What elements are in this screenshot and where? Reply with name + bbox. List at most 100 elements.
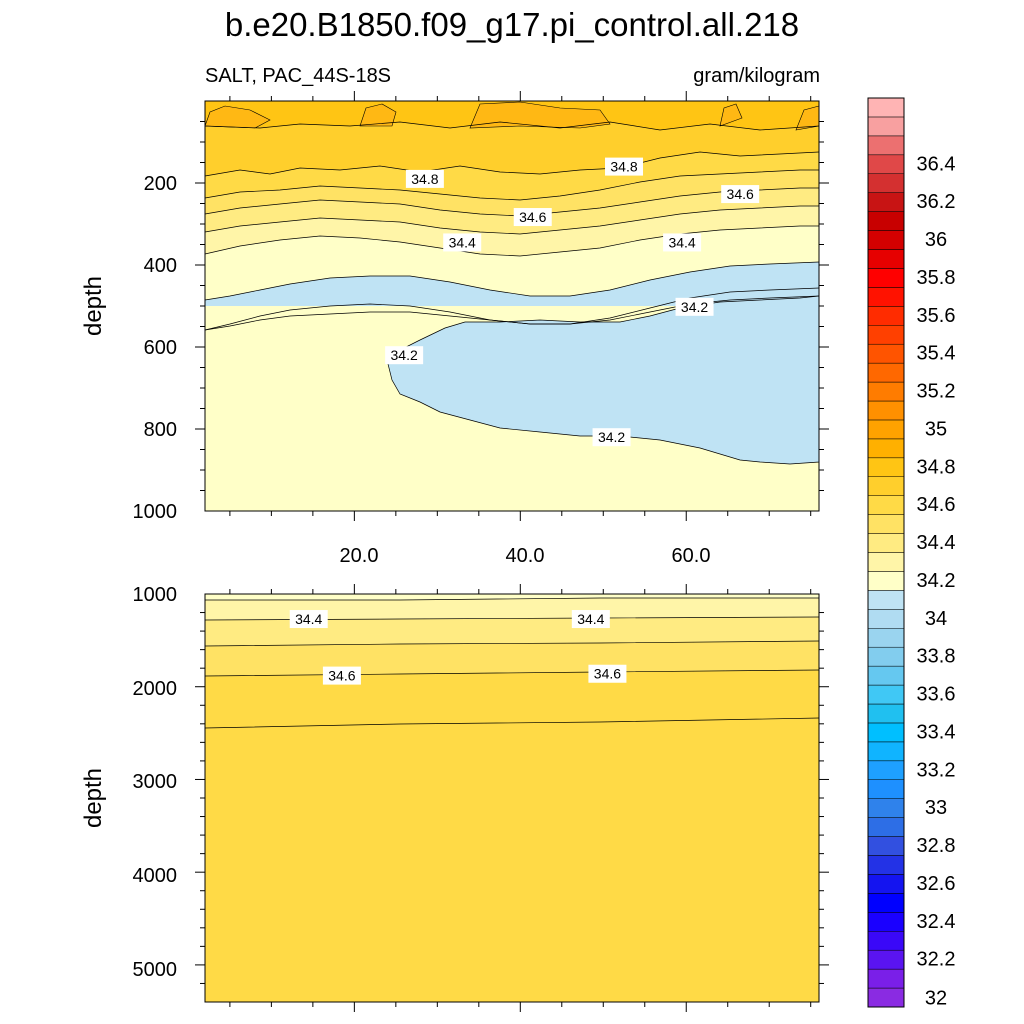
- colorbar-box: [867, 949, 905, 970]
- contour-label: 34.4: [443, 233, 482, 252]
- contour-label-text: 34.2: [391, 347, 418, 363]
- contour-label-text: 34.6: [519, 209, 546, 225]
- colorbar-box: [867, 760, 905, 780]
- colorbar-label: 32: [925, 988, 947, 1010]
- colorbar-box: [867, 135, 905, 156]
- colorbar-box: [867, 154, 905, 174]
- contour-label: 34.2: [385, 346, 424, 365]
- colorbar-box: [867, 703, 905, 724]
- colorbar-label: 35.8: [917, 267, 956, 289]
- contour-line: [204, 205, 819, 235]
- contour-line: [205, 597, 819, 601]
- contour-label-text: 34.4: [577, 611, 604, 627]
- colorbar: 32 32.2 32.4 32.6 32.8 33 33.2 33.4 33.6 33.8 34 34…: [867, 97, 956, 1010]
- colorbar-box: [867, 514, 905, 534]
- colorbar-boxes: [867, 97, 905, 1008]
- colorbar-box: [867, 931, 905, 951]
- contour-label: 34.8: [405, 169, 444, 188]
- contour-label: 34.4: [663, 233, 702, 252]
- upper-y-tick-label: 800: [144, 419, 177, 441]
- upper-y-tick-labels: 200 400 600 800 1000: [133, 173, 178, 523]
- lower-y-tick-label: 3000: [133, 771, 178, 793]
- contour-label-text: 34.2: [598, 429, 625, 445]
- colorbar-box: [867, 268, 905, 288]
- variable-label: SALT, PAC_44S-18S: [205, 65, 391, 87]
- contour-line: [204, 169, 819, 201]
- fill-pocket: [469, 101, 611, 129]
- colorbar-label: 36.2: [917, 191, 956, 213]
- lower-y-tick-label: 1000: [133, 584, 178, 606]
- contour-label: 34.6: [322, 666, 361, 685]
- colorbar-box: [867, 400, 905, 421]
- lower-y-tick-labels: 1000 2000 3000 4000 5000: [133, 584, 178, 981]
- upper-y-tick-label: 200: [144, 173, 177, 195]
- fill-band: [205, 594, 819, 600]
- colorbar-box: [867, 968, 905, 989]
- colorbar-label: 34: [925, 608, 947, 630]
- contour-label-text: 34.4: [295, 611, 322, 627]
- colorbar-box: [867, 665, 905, 686]
- colorbar-labels: 32 32.2 32.4 32.6 32.8 33 33.2 33.4 33.6 33.8 34 34…: [917, 153, 956, 1009]
- upper-panel-fills: [204, 101, 820, 511]
- contour-line: [204, 225, 819, 257]
- colorbar-box: [867, 912, 905, 932]
- colorbar-box: [867, 609, 905, 629]
- colorbar-label: 35.4: [917, 343, 956, 365]
- colorbar-box: [867, 646, 905, 667]
- upper-y-tick-label: 600: [144, 337, 177, 359]
- colorbar-label: 32.6: [917, 873, 956, 895]
- contour-label: 34.4: [289, 610, 328, 629]
- chart-title: b.e20.B1850.f09_g17.pi_control.all.218: [225, 6, 799, 43]
- colorbar-box: [867, 362, 905, 383]
- colorbar-box: [867, 893, 905, 913]
- contour-line: [204, 261, 820, 301]
- colorbar-box: [867, 173, 905, 193]
- contour-label-text: 34.4: [449, 234, 476, 250]
- upper-panel-contour-labels: 34.8 34.8 34.6 34.6 34.4 34.4 34.2 34.2 34.2: [385, 157, 760, 447]
- lower-panel-fills: [205, 594, 819, 1002]
- colorbar-box: [867, 741, 905, 762]
- contour-label-text: 34.6: [594, 666, 621, 682]
- contour-label-text: 34.6: [328, 668, 355, 684]
- contour-label: 34.6: [588, 664, 627, 683]
- colorbar-box: [867, 552, 905, 572]
- colorbar-box: [867, 116, 905, 137]
- colorbar-box: [867, 987, 905, 1008]
- colorbar-label: 32.2: [917, 949, 956, 971]
- colorbar-box: [867, 874, 905, 894]
- contour-label-text: 34.4: [668, 234, 695, 250]
- colorbar-label: 34.4: [917, 532, 956, 554]
- colorbar-box: [867, 287, 905, 307]
- contour-line: [204, 669, 820, 677]
- colorbar-box: [867, 817, 905, 837]
- colorbar-label: 33.2: [917, 759, 956, 781]
- colorbar-box: [867, 495, 905, 515]
- contour-label-text: 34.8: [411, 171, 438, 187]
- lower-panel-contour-labels: 34.4 34.4 34.6 34.6: [289, 610, 627, 685]
- upper-y-tick-label: 400: [144, 255, 177, 277]
- colorbar-box: [867, 836, 905, 856]
- contour-label: 34.6: [513, 208, 552, 227]
- contour-label: 34.8: [605, 157, 644, 176]
- fill-band: [205, 594, 819, 620]
- contour-label-text: 34.8: [610, 159, 637, 175]
- upper-panel-ticks: [195, 91, 829, 521]
- colorbar-box: [867, 779, 905, 799]
- colorbar-label: 32.4: [917, 911, 956, 933]
- contour-line: [204, 717, 820, 729]
- colorbar-box: [867, 325, 905, 345]
- colorbar-label: 35.6: [917, 305, 956, 327]
- colorbar-box: [867, 571, 905, 591]
- lower-panel-ticks: [195, 584, 829, 1012]
- colorbar-label: 33.6: [917, 684, 956, 706]
- colorbar-label: 36.4: [917, 153, 956, 175]
- x-tick-label: 20.0: [340, 545, 379, 567]
- colorbar-box: [867, 306, 905, 326]
- upper-panel: 34.8 34.8 34.6 34.6 34.4 34.4 34.2 34.2 34.2 200…: [80, 91, 829, 567]
- contour-label: 34.2: [675, 297, 714, 316]
- colorbar-label: 34.6: [917, 494, 956, 516]
- colorbar-label: 34.8: [917, 456, 956, 478]
- contour-line: [204, 640, 820, 647]
- colorbar-box: [867, 798, 905, 818]
